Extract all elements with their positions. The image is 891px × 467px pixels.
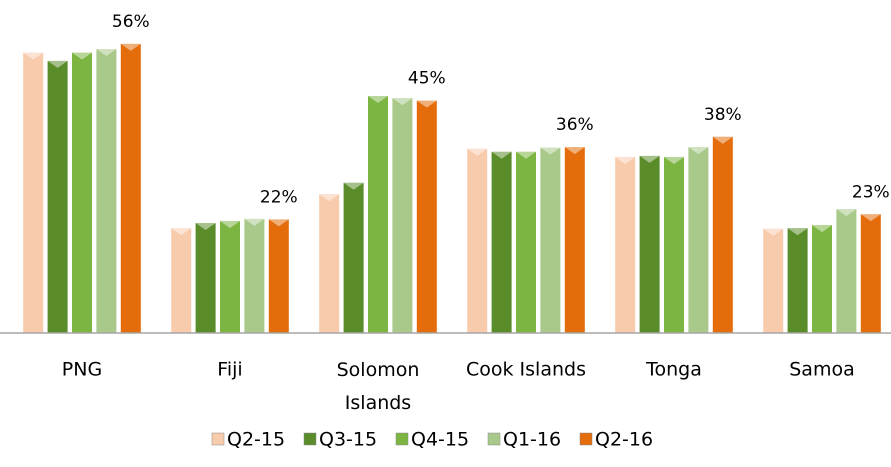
bar-bevel xyxy=(467,148,488,156)
bar-bevel xyxy=(368,96,388,104)
data-label: 36% xyxy=(556,115,594,135)
x-tick-label: Cook Islands xyxy=(466,359,586,381)
bar xyxy=(195,223,216,333)
bar-bevel xyxy=(615,156,636,164)
bar xyxy=(47,60,68,333)
bar xyxy=(343,182,364,333)
bar-bevel xyxy=(712,136,733,144)
bar xyxy=(860,214,881,333)
bar xyxy=(171,228,192,333)
bar xyxy=(763,228,784,333)
bar xyxy=(72,52,92,334)
bar-bevel xyxy=(664,156,684,164)
x-tick-label: Samoa xyxy=(789,359,854,381)
bar xyxy=(491,151,512,333)
data-label: 56% xyxy=(112,12,150,32)
legend-swatch xyxy=(303,432,317,446)
bar-bevel xyxy=(120,43,141,51)
bar-bevel xyxy=(23,52,44,60)
legend-swatch xyxy=(579,432,593,446)
bar-bevel xyxy=(392,98,413,106)
x-tick-label: Tonga xyxy=(645,359,702,381)
bar-bevel xyxy=(564,147,585,155)
bar xyxy=(540,147,561,333)
data-label: 45% xyxy=(408,69,446,89)
x-tick-label: Fiji xyxy=(217,359,242,381)
bar-bevel xyxy=(195,223,216,231)
legend-swatch xyxy=(395,432,409,446)
bar-bevel xyxy=(343,182,364,190)
legend-label: Q3-15 xyxy=(319,429,377,451)
bar-bevel xyxy=(416,100,437,108)
bar-bevel xyxy=(540,147,561,155)
legend-swatch xyxy=(487,432,501,446)
bar-bevel xyxy=(836,209,857,217)
bar xyxy=(319,194,340,333)
bar-bevel xyxy=(96,49,117,57)
bar-bevel xyxy=(491,151,512,159)
bar-bevel xyxy=(516,151,536,159)
x-tick-label: PNG xyxy=(62,359,102,381)
bar-bevel xyxy=(812,225,832,233)
bar xyxy=(96,49,117,334)
bar xyxy=(392,98,413,334)
bar xyxy=(368,96,388,333)
legend-label: Q2-15 xyxy=(227,429,285,451)
bar-bevel xyxy=(47,60,68,68)
legend-label: Q2-16 xyxy=(595,429,653,451)
data-label: 22% xyxy=(260,187,298,207)
bar xyxy=(516,151,536,333)
bar xyxy=(787,228,808,333)
bar xyxy=(836,209,857,333)
bar xyxy=(564,147,585,333)
x-tick-label: Solomon Islands xyxy=(337,359,420,414)
bar xyxy=(120,43,141,333)
bar-bevel xyxy=(220,220,240,228)
bar-bevel xyxy=(244,218,265,226)
bar-bevel xyxy=(268,219,289,227)
bar-bevel xyxy=(860,214,881,222)
bar xyxy=(712,136,733,333)
bar-bevel xyxy=(763,228,784,236)
bar xyxy=(664,156,684,333)
bar-bevel xyxy=(688,147,709,155)
data-label: 23% xyxy=(852,182,890,202)
bar xyxy=(220,220,240,333)
data-label: 38% xyxy=(704,105,742,125)
bar-bevel xyxy=(171,228,192,236)
legend-label: Q4-15 xyxy=(411,429,469,451)
bar xyxy=(639,155,660,333)
bar-bevel xyxy=(319,194,340,202)
legend-label: Q1-16 xyxy=(503,429,561,451)
bar-bevel xyxy=(787,228,808,236)
bar-bevel xyxy=(639,155,660,163)
bar xyxy=(688,147,709,333)
bar xyxy=(23,52,44,334)
bar xyxy=(268,219,289,333)
bar xyxy=(467,148,488,333)
bar xyxy=(416,100,437,334)
bar-bevel xyxy=(72,52,92,60)
bar xyxy=(812,225,832,333)
bar xyxy=(244,218,265,333)
legend-swatch xyxy=(211,432,225,446)
bar xyxy=(615,156,636,333)
